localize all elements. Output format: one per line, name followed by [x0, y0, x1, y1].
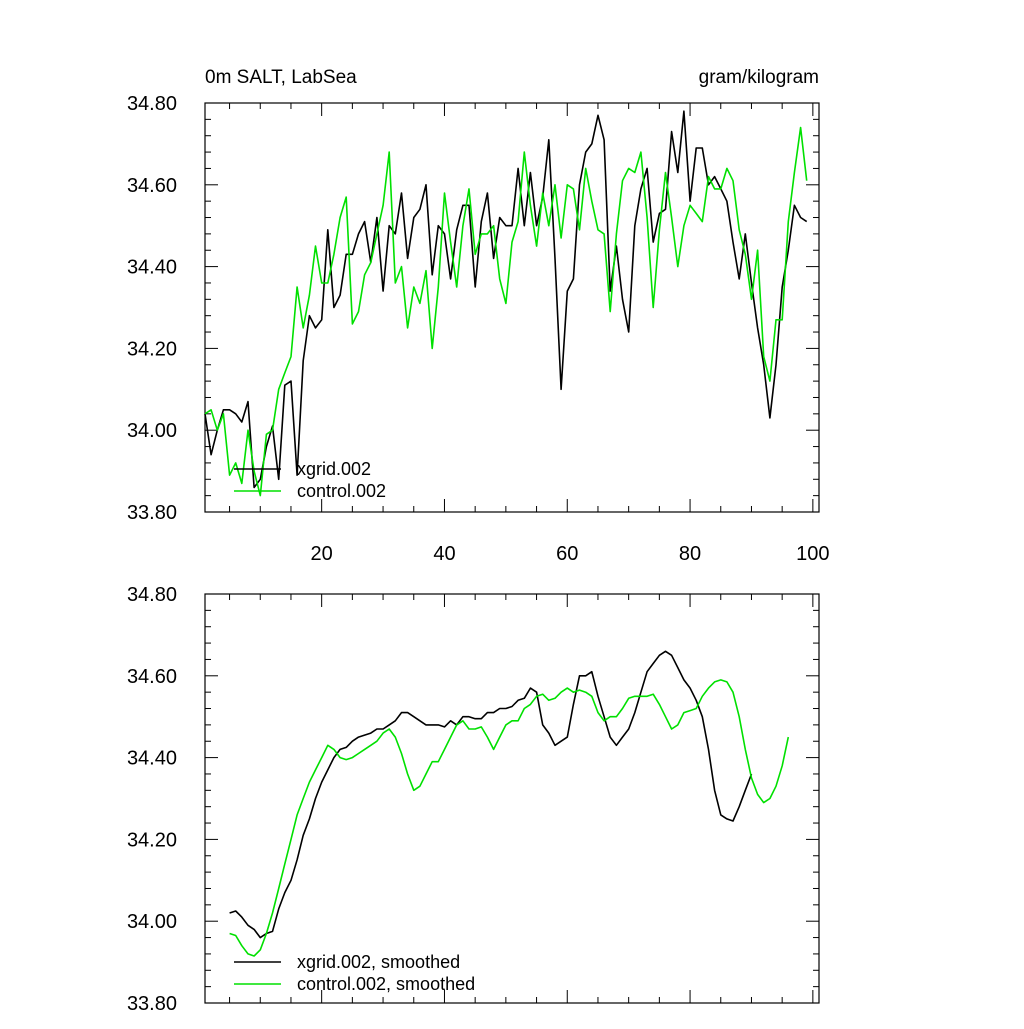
top-ytick-label: 34.80	[127, 93, 177, 115]
bottom-axis-ticks: 33.80 34.00 34.20 34.40 34.60 34.80	[127, 584, 819, 1015]
top-ytick-label: 34.00	[127, 420, 177, 442]
bottom-plot-frame	[204, 593, 820, 1004]
top-axis-ticks: 33.80 34.00 34.20 34.40 34.60 34.80 20 40 60 80 10…	[127, 93, 830, 565]
top-title-right: gram/kilogram	[699, 67, 819, 88]
top-xtick-label: 100	[796, 543, 829, 565]
top-legend-label-control: control.002	[297, 481, 386, 501]
top-xtick-label: 80	[679, 543, 701, 565]
bottom-ytick-label: 34.20	[127, 829, 177, 851]
bottom-ytick-label: 34.60	[127, 666, 177, 688]
top-ytick-label: 34.40	[127, 257, 177, 279]
top-panel: 0m SALT, LabSea gram/kilogram 33.80 34.00…	[127, 67, 830, 565]
top-xtick-label: 20	[311, 543, 333, 565]
bottom-legend-label-control: control.002, smoothed	[297, 974, 475, 994]
top-series	[204, 110, 808, 497]
top-ytick-label: 33.80	[127, 502, 177, 524]
bottom-series-line-xgrid	[229, 650, 753, 939]
top-ytick-label: 34.20	[127, 338, 177, 360]
bottom-series-line-control	[229, 679, 790, 957]
bottom-panel: 33.80 34.00 34.20 34.40 34.60 34.80 xgrid.002…	[127, 584, 820, 1015]
bottom-ytick-label: 34.80	[127, 584, 177, 606]
top-legend: xgrid.002 control.002	[234, 459, 386, 501]
top-xtick-label: 40	[433, 543, 455, 565]
bottom-legend: xgrid.002, smoothed control.002, smoothe…	[234, 952, 475, 994]
top-ytick-label: 34.60	[127, 175, 177, 197]
bottom-legend-label-xgrid: xgrid.002, smoothed	[297, 952, 460, 972]
bottom-ytick-label: 34.40	[127, 748, 177, 770]
top-series-line-control	[204, 126, 808, 497]
bottom-series	[229, 650, 790, 957]
top-title-left: 0m SALT, LabSea	[205, 67, 357, 88]
top-xtick-label: 60	[556, 543, 578, 565]
bottom-ytick-label: 33.80	[127, 993, 177, 1015]
bottom-ytick-label: 34.00	[127, 911, 177, 933]
top-plot-frame	[204, 102, 820, 513]
top-legend-label-xgrid: xgrid.002	[297, 459, 371, 479]
top-series-line-xgrid	[204, 110, 808, 489]
